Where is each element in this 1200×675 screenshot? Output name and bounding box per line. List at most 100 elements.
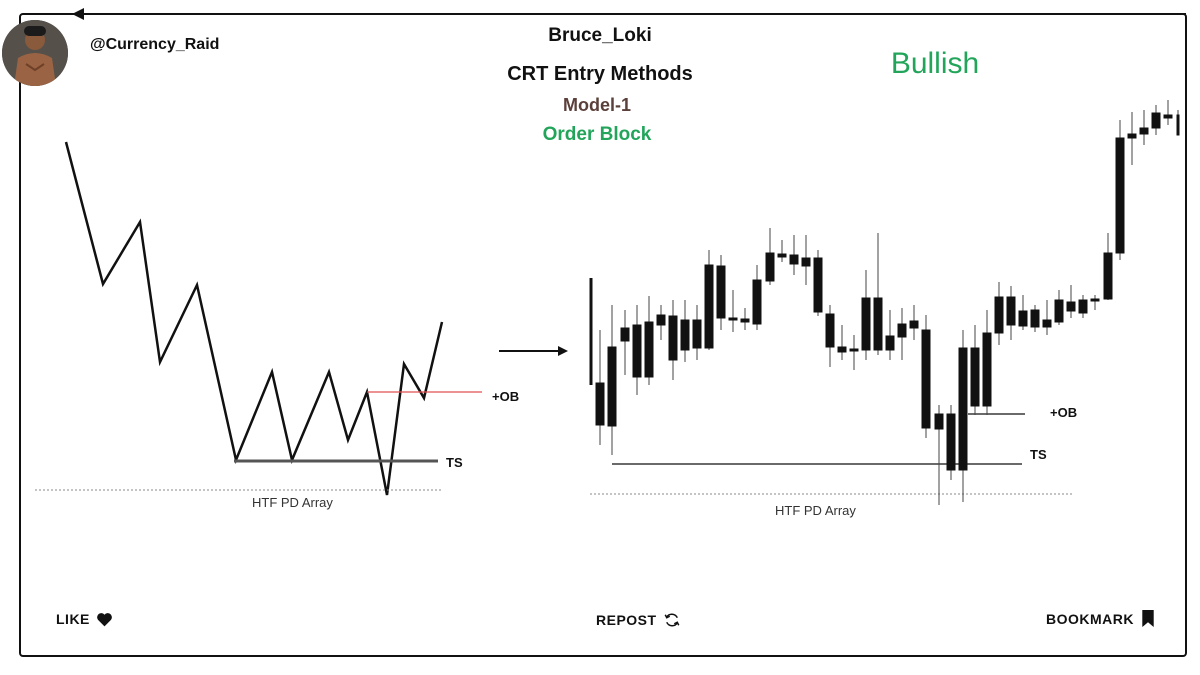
candle-body bbox=[668, 315, 678, 361]
candle-body bbox=[632, 324, 642, 378]
candle-body bbox=[740, 318, 750, 323]
candlestick bbox=[789, 235, 799, 275]
candlestick bbox=[692, 305, 702, 360]
candlestick bbox=[1042, 300, 1052, 335]
candlestick bbox=[994, 282, 1004, 345]
candlestick-series bbox=[595, 100, 1180, 505]
candlestick bbox=[777, 240, 787, 262]
candle-body bbox=[934, 413, 944, 430]
candlestick bbox=[740, 308, 750, 330]
candlestick bbox=[752, 265, 762, 330]
candlestick bbox=[1115, 120, 1125, 260]
candle-body bbox=[789, 254, 799, 265]
candle-body bbox=[1066, 301, 1076, 312]
candlestick bbox=[1176, 110, 1180, 136]
candle-body bbox=[716, 265, 726, 319]
avatar[interactable] bbox=[2, 20, 68, 86]
candle-body bbox=[777, 253, 787, 258]
candle-body bbox=[607, 346, 617, 427]
candle-body bbox=[921, 329, 931, 429]
candlestick bbox=[885, 310, 895, 360]
right-ts-label: TS bbox=[1030, 447, 1047, 462]
candlestick bbox=[1151, 105, 1161, 135]
candlestick bbox=[813, 250, 823, 316]
candlestick bbox=[632, 305, 642, 395]
candlestick bbox=[897, 308, 907, 360]
bookmark-label: BOOKMARK bbox=[1046, 610, 1134, 627]
right-htf-label: HTF PD Array bbox=[775, 503, 856, 518]
candle-body bbox=[970, 347, 980, 407]
candle-body bbox=[825, 313, 835, 348]
model-label: Model-1 bbox=[562, 95, 631, 115]
heart-icon bbox=[97, 612, 112, 626]
candle-body bbox=[728, 317, 738, 321]
left-htf-label: HTF PD Array bbox=[252, 495, 333, 510]
candlestick bbox=[644, 296, 654, 385]
order-block-label: Order Block bbox=[542, 124, 652, 145]
candle-body bbox=[873, 297, 883, 351]
candle-body bbox=[1078, 299, 1088, 314]
candlestick bbox=[849, 335, 859, 370]
candlestick bbox=[982, 310, 992, 415]
candlestick bbox=[909, 305, 919, 340]
candle-body bbox=[765, 252, 775, 282]
candle-body bbox=[1151, 112, 1161, 129]
bookmark-icon bbox=[1142, 609, 1154, 628]
repost-label: REPOST bbox=[596, 612, 657, 628]
candle-body bbox=[1139, 127, 1149, 135]
candlestick bbox=[837, 325, 847, 360]
candlestick bbox=[825, 305, 835, 367]
left-ts-label: TS bbox=[446, 455, 463, 470]
candle-body bbox=[692, 319, 702, 349]
arrow-right-icon bbox=[499, 346, 568, 356]
candlestick bbox=[1078, 295, 1088, 318]
candlestick bbox=[1054, 290, 1064, 325]
price-path-line bbox=[64, 141, 444, 496]
like-label: LIKE bbox=[56, 611, 90, 627]
candlestick bbox=[595, 330, 605, 445]
candlestick bbox=[934, 405, 944, 505]
candle-body bbox=[1030, 309, 1040, 328]
candlestick bbox=[620, 310, 630, 375]
bookmark-button[interactable]: BOOKMARK bbox=[1046, 609, 1156, 628]
author-name: Bruce_Loki bbox=[548, 25, 652, 46]
post-title: CRT Entry Methods bbox=[507, 63, 693, 85]
user-handle[interactable]: @Currency_Raid bbox=[90, 36, 220, 53]
candle-body bbox=[752, 279, 762, 325]
candle-body bbox=[704, 264, 714, 349]
candle-body bbox=[1176, 114, 1180, 136]
candle-body bbox=[1163, 114, 1173, 119]
candlestick bbox=[1066, 285, 1076, 318]
candlestick bbox=[765, 228, 775, 285]
candle-body bbox=[1103, 252, 1113, 300]
candle-body bbox=[680, 319, 690, 351]
arrow-left-icon bbox=[72, 8, 1186, 20]
left-ob-label: +OB bbox=[492, 389, 520, 404]
candlestick bbox=[668, 300, 678, 380]
candle-body bbox=[1090, 298, 1100, 302]
candlestick bbox=[861, 270, 871, 360]
candlestick bbox=[1090, 295, 1100, 310]
candle-body bbox=[1115, 137, 1125, 254]
candle-body bbox=[994, 296, 1004, 334]
candle-body bbox=[813, 257, 823, 313]
candlestick bbox=[704, 250, 714, 350]
candlestick bbox=[728, 290, 738, 332]
candlestick bbox=[656, 305, 666, 340]
candle-body bbox=[1127, 133, 1137, 139]
repost-button[interactable]: REPOST bbox=[596, 611, 681, 629]
candle-body bbox=[849, 348, 859, 352]
candlestick bbox=[1018, 295, 1028, 330]
candle-body bbox=[946, 413, 956, 471]
candlestick bbox=[1127, 112, 1137, 165]
candle-body bbox=[1042, 319, 1052, 328]
repost-icon bbox=[664, 613, 679, 627]
candlestick bbox=[1006, 286, 1016, 340]
candle-body bbox=[1006, 296, 1016, 326]
candlestick bbox=[970, 325, 980, 415]
candle-body bbox=[861, 297, 871, 351]
candlestick bbox=[1139, 110, 1149, 145]
like-button[interactable]: LIKE bbox=[56, 611, 113, 627]
candle-body bbox=[982, 332, 992, 407]
